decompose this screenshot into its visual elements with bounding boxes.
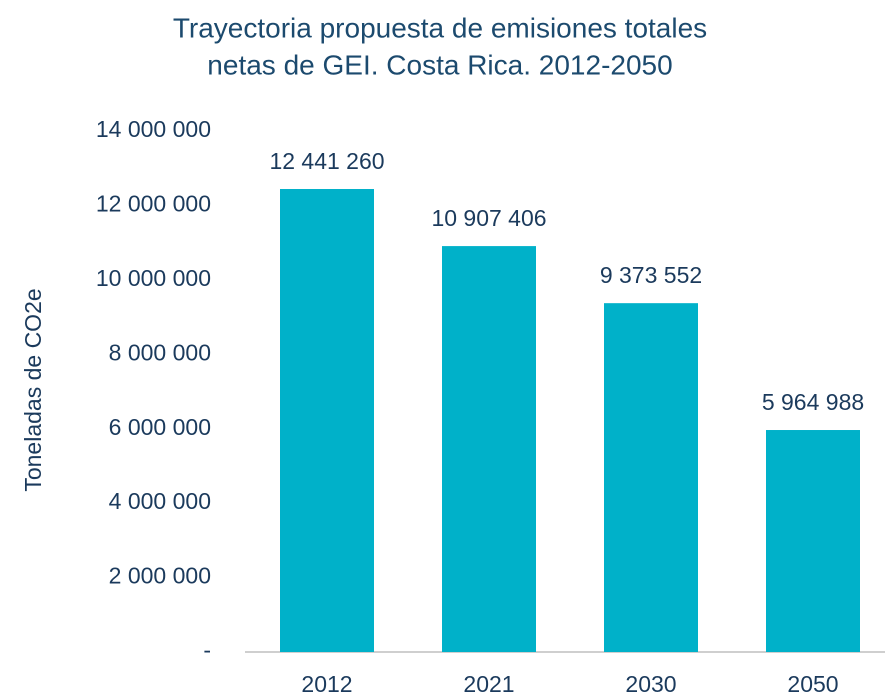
y-tick-label: 10 000 000 xyxy=(96,265,211,291)
y-tick-label: 8 000 000 xyxy=(109,339,211,365)
y-axis-label: Toneladas de CO2e xyxy=(20,288,46,491)
x-tick-label: 2012 xyxy=(301,671,352,697)
x-tick-label: 2030 xyxy=(625,671,676,697)
chart-title: Trayectoria propuesta de emisiones total… xyxy=(173,12,707,43)
y-tick-label: 4 000 000 xyxy=(109,488,211,514)
value-label: 10 907 406 xyxy=(431,205,546,231)
chart-title: netas de GEI. Costa Rica. 2012-2050 xyxy=(207,49,672,80)
bar xyxy=(280,189,374,653)
bar xyxy=(442,246,536,652)
y-tick-label: 2 000 000 xyxy=(109,563,211,589)
value-label: 9 373 552 xyxy=(600,262,702,288)
y-tick-label: - xyxy=(203,637,211,663)
value-label: 5 964 988 xyxy=(762,389,864,415)
bar xyxy=(766,430,860,652)
y-tick-label: 14 000 000 xyxy=(96,116,211,142)
y-tick-label: 12 000 000 xyxy=(96,191,211,217)
x-tick-label: 2050 xyxy=(787,671,838,697)
x-tick-label: 2021 xyxy=(463,671,514,697)
value-label: 12 441 260 xyxy=(269,148,384,174)
y-tick-label: 6 000 000 xyxy=(109,414,211,440)
bar xyxy=(604,303,698,652)
